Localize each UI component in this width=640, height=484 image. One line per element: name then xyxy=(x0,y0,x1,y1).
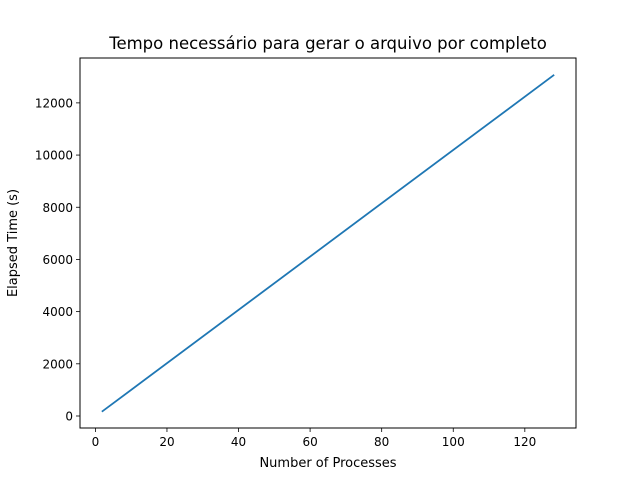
x-tick-label: 80 xyxy=(374,435,389,449)
y-tick-label: 6000 xyxy=(42,253,73,267)
axes-frame xyxy=(79,57,577,429)
x-tick-label: 100 xyxy=(442,435,465,449)
x-axis-ticks: 0 20 40 60 80 100 120 xyxy=(92,428,536,449)
y-tick-label: 8000 xyxy=(42,201,73,215)
x-tick-label: 20 xyxy=(159,435,174,449)
x-tick-label: 0 xyxy=(92,435,100,449)
x-tick-label: 40 xyxy=(231,435,246,449)
y-tick-label: 12000 xyxy=(35,96,73,110)
y-tick-label: 0 xyxy=(65,409,73,423)
series-line-0 xyxy=(101,74,555,413)
plot-area xyxy=(101,74,555,413)
chart-title: Tempo necessário para gerar o arquivo po… xyxy=(108,34,547,53)
x-tick-label: 60 xyxy=(302,435,317,449)
x-axis-label: Number of Processes xyxy=(259,456,396,471)
y-tick-label: 2000 xyxy=(42,357,73,371)
y-tick-label: 10000 xyxy=(35,149,73,163)
x-tick-label: 120 xyxy=(513,435,536,449)
y-axis-ticks: 0 2000 4000 6000 8000 10000 12000 xyxy=(35,96,80,423)
y-axis-label: Elapsed Time (s) xyxy=(6,189,21,297)
y-tick-label: 4000 xyxy=(42,305,73,319)
